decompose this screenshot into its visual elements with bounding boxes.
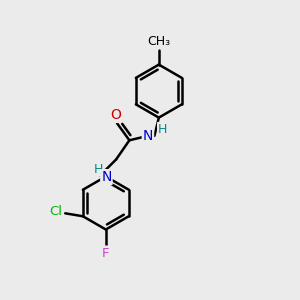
Text: F: F	[102, 247, 110, 260]
Text: H: H	[94, 163, 103, 176]
Text: N: N	[143, 129, 153, 143]
Text: Cl: Cl	[49, 205, 62, 218]
Text: H: H	[158, 123, 167, 136]
Text: N: N	[101, 170, 112, 184]
Text: O: O	[110, 108, 121, 122]
Text: CH₃: CH₃	[147, 35, 170, 48]
